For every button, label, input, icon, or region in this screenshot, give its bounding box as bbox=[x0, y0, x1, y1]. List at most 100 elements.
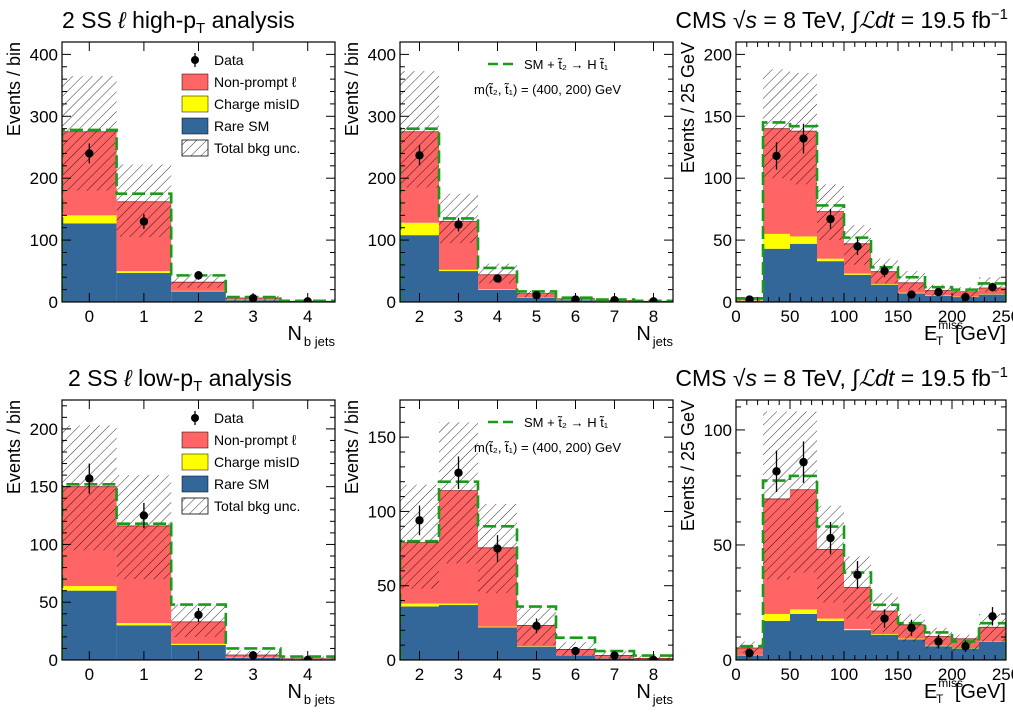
unc-band bbox=[763, 411, 790, 580]
bar-rare-sm bbox=[925, 646, 952, 660]
row1-cms-label: CMS √s = 8 TeV, ∫ℒdt = 19.5 fb−1 bbox=[675, 6, 1008, 34]
bar-rare-sm bbox=[817, 261, 844, 302]
x-axis-label: Emiss T [GeV] bbox=[924, 676, 1006, 706]
x-tick-label: 0 bbox=[85, 307, 94, 326]
data-point bbox=[961, 641, 970, 651]
data-point bbox=[139, 217, 149, 226]
bar-charge-misid bbox=[62, 586, 117, 591]
plot-area bbox=[736, 411, 1006, 660]
data-point bbox=[85, 474, 94, 483]
bar-charge-misid bbox=[871, 634, 898, 635]
data-point bbox=[85, 149, 94, 158]
legend-swatch-chargemisid bbox=[181, 95, 209, 113]
y-axis-label: Events / bin bbox=[342, 42, 362, 136]
x-tick-label: 50 bbox=[781, 307, 800, 326]
legend-background: Data Non-prompt ℓ Charge misID Rare SM Total… bbox=[181, 52, 300, 157]
data-point bbox=[772, 151, 781, 161]
y-tick-label: 100 bbox=[704, 421, 732, 440]
x-tick-label: 2 bbox=[194, 307, 203, 326]
legend-label-unc: Total bkg unc. bbox=[214, 498, 300, 514]
bar-rare-sm bbox=[871, 284, 898, 302]
data-point bbox=[532, 621, 541, 631]
data-point bbox=[772, 467, 781, 476]
bar-charge-misid bbox=[116, 271, 172, 273]
y-tick-label: 50 bbox=[39, 593, 58, 612]
x-tick-label: 7 bbox=[610, 665, 619, 684]
bar-rare-sm bbox=[979, 294, 1006, 302]
panel-high-met: 0 50 100 150 200 0 50 100 150 200 250 Events / 25 G… bbox=[678, 41, 1013, 348]
data-point bbox=[961, 292, 970, 302]
bar-charge-misid bbox=[171, 643, 226, 645]
x-tick-label: 2 bbox=[415, 307, 424, 326]
legend-label-chargemisid: Charge misID bbox=[214, 96, 300, 112]
data-point bbox=[799, 134, 808, 143]
x-tick-label: 5 bbox=[532, 665, 541, 684]
legend-label-data: Data bbox=[214, 410, 244, 426]
bar-charge-misid bbox=[790, 236, 817, 244]
x-tick-label: 4 bbox=[303, 307, 312, 326]
data-point bbox=[907, 290, 916, 299]
legend-label-unc: Total bkg unc. bbox=[214, 140, 300, 156]
x-tick-label: 2 bbox=[415, 665, 424, 684]
legend-signal-label: SM + t̃₂ → H t̃₁ bbox=[524, 57, 609, 72]
unc-band bbox=[400, 484, 439, 589]
data-point bbox=[988, 612, 997, 621]
panel-high-nj: 0 100 200 300 400 2 3 4 5 6 7 8 Events / bin N jets SM … bbox=[342, 41, 674, 349]
bar-rare-sm bbox=[763, 620, 790, 660]
axes-frame bbox=[735, 41, 1007, 303]
legend-label-nonprompt: Non-prompt ℓ bbox=[214, 74, 297, 90]
x-axis-label: Emiss T [GeV] bbox=[924, 318, 1006, 348]
data-point bbox=[853, 570, 862, 580]
y-tick-label: 0 bbox=[387, 651, 396, 670]
data-point bbox=[934, 637, 943, 646]
x-tick-label: 3 bbox=[454, 307, 463, 326]
legend-label-data: Data bbox=[214, 52, 244, 68]
panel-low-nj: 0 50 100 150 2 3 4 5 6 7 8 Events / bin N jets SM + t̃… bbox=[342, 399, 674, 707]
bar-charge-misid bbox=[478, 626, 517, 628]
bar-rare-sm bbox=[790, 613, 817, 660]
y-tick-label: 300 bbox=[30, 107, 58, 126]
legend-mass-label: m(t̃₂, t̃₁) = (400, 200) GeV bbox=[474, 440, 621, 455]
data-point bbox=[988, 282, 997, 292]
y-tick-label: 0 bbox=[723, 293, 732, 312]
bar-rare-sm bbox=[439, 605, 478, 660]
plot-area bbox=[400, 422, 673, 660]
y-axis-label: Events / bin bbox=[4, 400, 24, 494]
bar-charge-misid bbox=[439, 269, 478, 272]
data-point bbox=[826, 533, 835, 543]
data-point bbox=[745, 648, 754, 658]
bar-rare-sm bbox=[790, 243, 817, 302]
y-tick-label: 0 bbox=[49, 293, 58, 312]
data-point bbox=[493, 274, 502, 283]
bar-rare-sm bbox=[844, 274, 871, 302]
legend-signal: SM + t̃₂ → H t̃₁ m(t̃₂, t̃₁) = (400, 200)… bbox=[474, 415, 621, 455]
data-point bbox=[194, 610, 203, 620]
data-point bbox=[745, 295, 754, 302]
y-tick-label: 100 bbox=[704, 169, 732, 188]
bar-rare-sm bbox=[844, 630, 871, 660]
x-tick-label: 4 bbox=[493, 307, 502, 326]
x-tick-label: 4 bbox=[493, 665, 502, 684]
legend-unc-swatch bbox=[181, 139, 209, 157]
x-tick-label: 100 bbox=[830, 307, 858, 326]
bar-charge-misid bbox=[763, 613, 790, 621]
panel-low-met: 0 50 100 0 50 100 150 200 250 Events / 25 GeV Emis… bbox=[678, 399, 1013, 706]
x-tick-label: 1 bbox=[139, 665, 148, 684]
y-tick-label: 100 bbox=[30, 535, 58, 554]
data-point bbox=[934, 287, 943, 297]
x-tick-label: 2 bbox=[194, 665, 203, 684]
bar-charge-misid bbox=[478, 289, 517, 290]
y-tick-label: 200 bbox=[704, 45, 732, 64]
y-axis-label: Events / bin bbox=[342, 400, 362, 494]
legend-swatch-nonprompt bbox=[181, 73, 209, 91]
y-tick-label: 0 bbox=[387, 293, 396, 312]
legend-label-raresm: Rare SM bbox=[214, 118, 269, 134]
row2-cms-label: CMS √s = 8 TeV, ∫ℒdt = 19.5 fb−1 bbox=[675, 364, 1008, 392]
row1-analysis-title: 2 SS ℓ high-pT analysis bbox=[62, 7, 295, 37]
bar-rare-sm bbox=[817, 620, 844, 660]
y-tick-label: 0 bbox=[723, 651, 732, 670]
legend-swatch-chargemisid bbox=[181, 453, 209, 471]
